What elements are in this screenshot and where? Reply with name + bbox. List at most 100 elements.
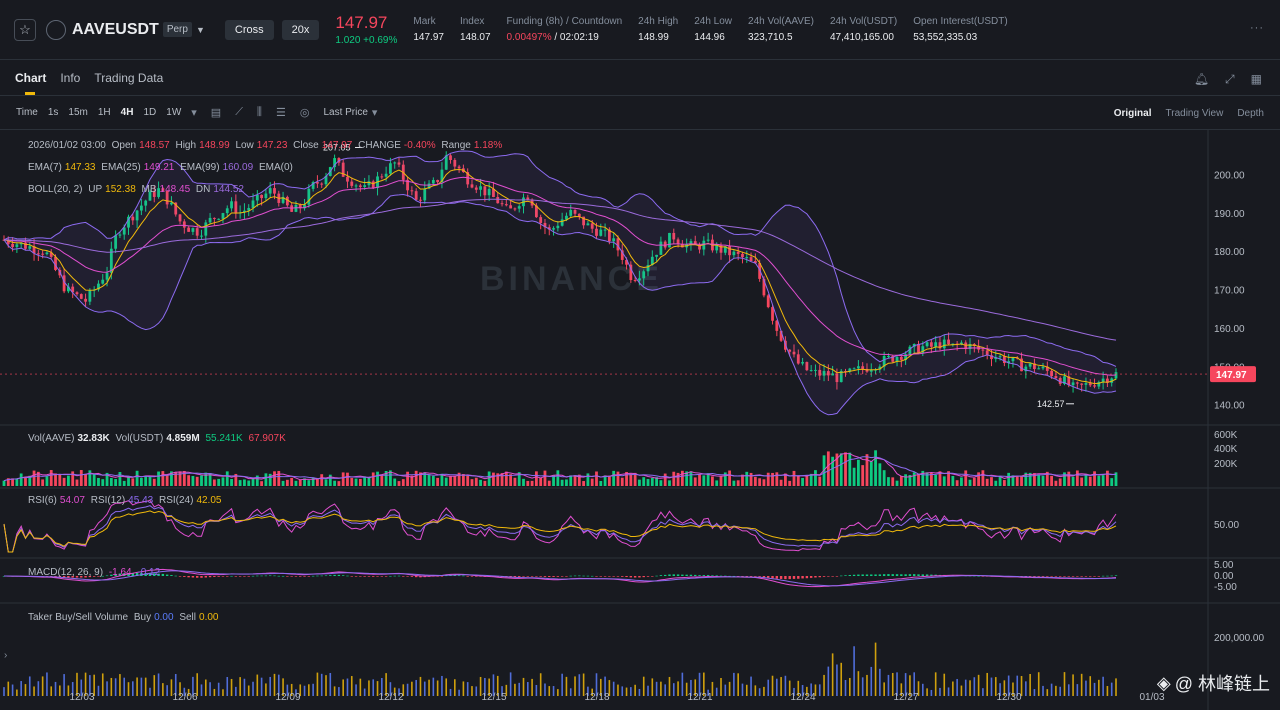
- grid-icon[interactable]: ▦: [1250, 72, 1262, 86]
- macd-histogram-bar: [758, 576, 761, 577]
- tab-info[interactable]: Info: [60, 70, 81, 85]
- interval-15m[interactable]: 15m: [68, 107, 88, 118]
- candlestick-chart[interactable]: BINANCE200.00190.00180.00170.00160.00150…: [0, 130, 1280, 710]
- taker-volume-bar: [849, 677, 851, 696]
- more-icon[interactable]: ···: [1250, 22, 1264, 34]
- last-price-tag-label: 147.97: [1216, 370, 1247, 381]
- candle-body: [1002, 356, 1006, 364]
- interval-1w[interactable]: 1W: [166, 107, 182, 118]
- volume-bar: [251, 478, 255, 486]
- volume-bar: [277, 470, 281, 486]
- target-icon[interactable]: ◎: [299, 107, 310, 119]
- candle-body: [659, 241, 663, 255]
- macd-histogram-bar: [706, 575, 710, 576]
- taker-volume-bar: [810, 683, 812, 696]
- macd-histogram-bar: [930, 574, 933, 576]
- tab-chart[interactable]: Chart: [15, 70, 47, 95]
- settings-icon[interactable]: ☰: [275, 107, 286, 119]
- taker-volume-bar: [333, 686, 336, 696]
- view-original[interactable]: Original: [1113, 108, 1152, 119]
- volume-bar: [689, 471, 693, 486]
- macd-histogram-bar: [221, 576, 225, 577]
- taker-volume-bar: [1063, 672, 1066, 696]
- rsi6-line: [3, 499, 1117, 553]
- candle-body: [200, 235, 203, 237]
- interval-4h[interactable]: 4H: [120, 107, 134, 118]
- candle-body: [818, 369, 822, 376]
- taker-volume-bar: [750, 676, 752, 696]
- interval-time[interactable]: Time: [16, 107, 38, 118]
- view-trading-view[interactable]: Trading View: [1165, 108, 1224, 119]
- calendar-icon[interactable]: ▤: [210, 107, 222, 119]
- stat-value: 148.99: [638, 32, 678, 43]
- macd-histogram-bar: [870, 574, 873, 576]
- chevron-down-icon[interactable]: ▾: [191, 107, 197, 119]
- stat-value-text: 47,410,165.00: [829, 32, 894, 43]
- collapse-arrow-icon[interactable]: ›: [4, 650, 7, 661]
- candle-body: [178, 214, 182, 222]
- interval-1d[interactable]: 1D: [143, 107, 157, 118]
- candle-type-icon[interactable]: ⫼: [256, 106, 262, 118]
- macd-histogram-bar: [689, 574, 693, 576]
- taker-volume-bar: [260, 677, 263, 696]
- market-stats: Mark 147.97 Index 148.07 Funding (8h) / Coun…: [397, 16, 1007, 43]
- stat-value-text: 148.07: [459, 32, 491, 43]
- macd-histogram-bar: [62, 576, 66, 578]
- macd-histogram-bar: [110, 574, 113, 576]
- taker-volume-bar: [870, 666, 873, 696]
- interval-1h[interactable]: 1H: [97, 107, 111, 118]
- volume-bar: [333, 480, 336, 486]
- indicator-icon[interactable]: ⟋: [235, 106, 243, 118]
- legend-high: 148.99: [199, 140, 230, 151]
- bell-icon[interactable]: 🔔︎: [1193, 72, 1210, 86]
- volume-bar: [865, 454, 869, 486]
- candle-body: [311, 182, 315, 189]
- symbol-name[interactable]: AAVEUSDT: [72, 20, 159, 38]
- interval-1s[interactable]: 1s: [47, 107, 59, 118]
- boll-mb-label: MB: [141, 184, 157, 195]
- chevron-down-icon[interactable]: ▼: [195, 24, 205, 35]
- leverage-button[interactable]: 20x: [281, 19, 320, 40]
- candle-body: [298, 204, 302, 209]
- expand-icon[interactable]: ⤢: [1225, 72, 1235, 86]
- macd-histogram-bar: [603, 576, 607, 577]
- macd-histogram-bar: [526, 576, 529, 577]
- taker-volume-bar: [389, 682, 392, 696]
- volume-bar: [389, 470, 392, 486]
- volume-bar: [453, 475, 457, 486]
- chevron-down-icon[interactable]: ▾: [371, 107, 378, 119]
- price-type-select[interactable]: Last Price: [323, 107, 368, 118]
- favorite-star-icon[interactable]: ☆: [14, 18, 36, 41]
- candle-body: [844, 371, 847, 373]
- volume-bar: [723, 472, 727, 486]
- macd-histogram-bar: [1067, 576, 1070, 577]
- macd-histogram-bar: [354, 576, 358, 577]
- macd-histogram-bar: [1089, 576, 1092, 577]
- taker-volume-bar: [861, 677, 864, 696]
- taker-volume-bar: [617, 684, 619, 696]
- taker-volume-bar: [990, 677, 993, 696]
- macd-legend: MACD(12, 26, 9) -1.64 -0.12: [28, 567, 163, 578]
- volume-bar: [1007, 472, 1011, 486]
- volume-bar: [728, 470, 731, 486]
- tab-trading-data[interactable]: Trading Data: [94, 70, 164, 85]
- taker-volume-bar: [1076, 684, 1079, 696]
- candle-body: [771, 307, 774, 321]
- margin-mode-button[interactable]: Cross: [224, 19, 274, 40]
- stat-value: 323,710.5: [748, 32, 814, 43]
- macd-histogram-bar: [612, 576, 615, 577]
- macd-histogram-bar: [1114, 575, 1118, 577]
- candle-body: [942, 339, 946, 349]
- taker-volume-bar: [80, 679, 83, 696]
- volume-bar: [440, 473, 444, 486]
- boll-lower-line: [3, 193, 1117, 416]
- macd-histogram-bar: [831, 576, 834, 577]
- macd-histogram-bar: [681, 574, 684, 576]
- candle-body: [887, 355, 890, 357]
- macd-histogram-bar: [762, 576, 766, 578]
- view-depth[interactable]: Depth: [1237, 108, 1264, 119]
- macd-histogram-bar: [616, 576, 620, 577]
- volume-bar: [629, 473, 633, 486]
- rsi6-value: 54.07: [59, 495, 85, 506]
- volume-bar: [719, 475, 723, 486]
